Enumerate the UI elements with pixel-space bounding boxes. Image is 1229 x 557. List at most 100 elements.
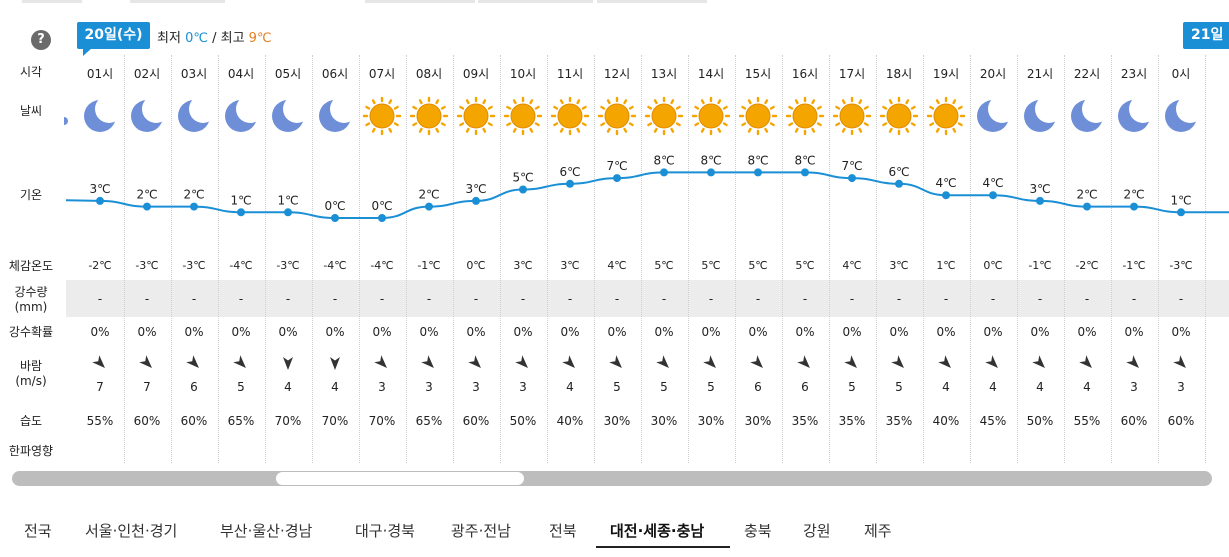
precip-prob-value: 0% (1124, 325, 1144, 339)
hour-label: 20시 (979, 67, 1007, 81)
wind-speed-value: 5 (237, 380, 245, 394)
column-divider (1016, 55, 1018, 463)
feels-like-value: 0℃ (983, 259, 1003, 272)
region-tab[interactable]: 전국 (24, 522, 52, 540)
region-tab[interactable]: 강원 (803, 522, 831, 540)
temp-label: 2℃ (418, 188, 439, 202)
precip-prob-value: 0% (936, 325, 956, 339)
temp-point (613, 174, 621, 183)
temp-label: 2℃ (1076, 188, 1097, 202)
region-tab[interactable]: 충북 (744, 522, 772, 540)
humidity-value: 60% (1167, 414, 1195, 428)
column-divider (1204, 55, 1206, 463)
region-tab[interactable]: 제주 (864, 522, 892, 540)
wind-direction-icon (280, 355, 296, 371)
wind-direction-icon (1173, 355, 1189, 371)
horizontal-scrollbar[interactable] (12, 471, 1212, 486)
precip-value: - (990, 292, 996, 306)
temp-point (754, 168, 762, 177)
precip-prob-value: 0% (466, 325, 486, 339)
precip-prob-value: 0% (325, 325, 345, 339)
region-tab[interactable]: 대전·세종·충남 (610, 522, 705, 540)
wind-direction-icon (92, 355, 108, 371)
column-divider (734, 55, 736, 463)
precip-prob-value: 0% (137, 325, 157, 339)
precip-value: - (849, 292, 855, 306)
region-tab[interactable]: 서울·인천·경기 (85, 522, 178, 540)
precip-prob-value: 0% (90, 325, 110, 339)
region-tab[interactable]: 대구·경북 (355, 522, 415, 540)
sun-icon (691, 96, 731, 136)
wind-direction-icon (327, 355, 343, 371)
temp-label: 8℃ (700, 153, 721, 167)
humidity-value: 45% (979, 414, 1007, 428)
help-button[interactable]: ? (31, 30, 51, 50)
wind-speed-value: 4 (1036, 380, 1044, 394)
humidity-value: 55% (1073, 414, 1101, 428)
column-divider (922, 55, 924, 463)
temp-point (1036, 196, 1044, 205)
moon-icon (1067, 96, 1107, 136)
hour-label: 07시 (368, 67, 396, 81)
wind-direction-icon (703, 355, 719, 371)
column-divider (311, 55, 313, 463)
humidity-value: 55% (86, 414, 114, 428)
wind-speed-value: 3 (519, 380, 527, 394)
humidity-value: 65% (415, 414, 443, 428)
wind-speed-value: 4 (284, 380, 292, 394)
precip-prob-value: 0% (748, 325, 768, 339)
max-value: 9℃ (248, 31, 272, 46)
precip-prob-value: 0% (184, 325, 204, 339)
wind-speed-value: 5 (707, 380, 715, 394)
wind-direction-icon (938, 355, 954, 371)
wind-direction-icon (844, 355, 860, 371)
wind-direction-icon (468, 355, 484, 371)
hour-label: 14시 (697, 67, 725, 81)
region-tab[interactable]: 광주·전남 (451, 522, 511, 540)
precip-value: - (1131, 292, 1137, 306)
humidity-value: 50% (1026, 414, 1054, 428)
wind-speed-value: 5 (613, 380, 621, 394)
temp-point (801, 168, 809, 177)
sun-icon (926, 96, 966, 136)
humidity-value: 60% (180, 414, 208, 428)
region-tab[interactable]: 전북 (549, 522, 577, 540)
feels-like-value: -4℃ (229, 259, 253, 272)
wind-direction-icon (1032, 355, 1048, 371)
region-tabs: 전국 서울·인천·경기 부산·울산·경남 대구·경북 광주·전남 전북 대전·세종·충남 충북… (0, 512, 1229, 557)
precip-prob-value: 0% (701, 325, 721, 339)
column-divider (170, 55, 172, 463)
feels-like-value: 0℃ (466, 259, 486, 272)
date-badge: 20일(수) (77, 22, 150, 56)
hour-label: 06시 (321, 67, 349, 81)
wind-direction-icon (797, 355, 813, 371)
row-label-precip: 강수량 (mm) (0, 285, 62, 315)
temp-point (895, 179, 903, 188)
wind-direction-icon (515, 355, 531, 371)
precip-prob-value: 0% (842, 325, 862, 339)
region-tab[interactable]: 부산·울산·경남 (220, 522, 313, 540)
feels-like-value: -3℃ (276, 259, 300, 272)
scrollbar-thumb[interactable] (276, 472, 524, 485)
wind-speed-value: 3 (1130, 380, 1138, 394)
feels-like-value: -3℃ (182, 259, 206, 272)
feels-like-value: 3℃ (889, 259, 909, 272)
precip-value: - (943, 292, 949, 306)
temp-label: 8℃ (794, 153, 815, 167)
max-label: 최고 (220, 31, 245, 46)
column-divider (358, 55, 360, 463)
precip-value: - (285, 292, 291, 306)
temp-point (237, 208, 245, 217)
temp-point (472, 196, 480, 205)
temp-point (331, 214, 339, 222)
wind-direction-icon (421, 355, 437, 371)
sun-icon (738, 96, 778, 136)
humidity-value: 40% (556, 414, 584, 428)
precip-prob-value: 0% (795, 325, 815, 339)
precip-value: - (661, 292, 667, 306)
precip-value: - (1178, 292, 1184, 306)
humidity-value: 60% (1120, 414, 1148, 428)
wind-direction-icon (374, 355, 390, 371)
column-divider (452, 55, 454, 463)
hour-label: 19시 (932, 67, 960, 81)
